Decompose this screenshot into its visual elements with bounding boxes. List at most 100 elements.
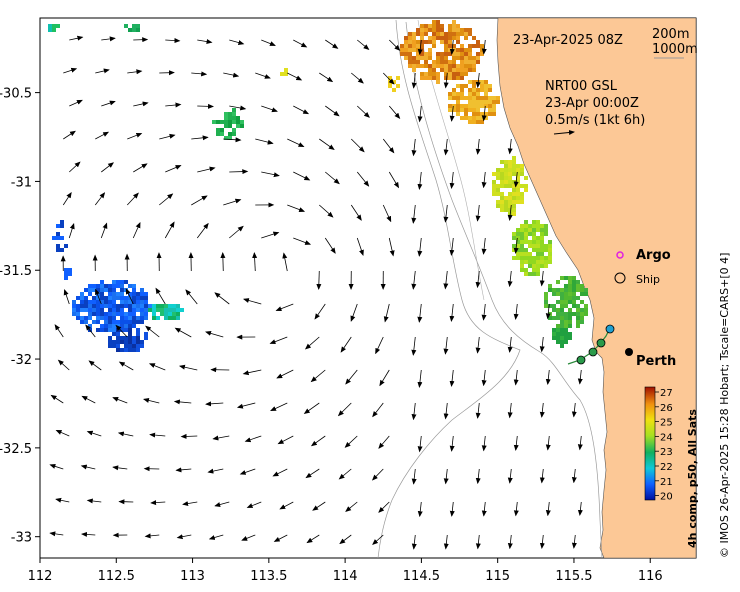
sst-cell <box>408 32 412 36</box>
sst-cell <box>456 108 460 112</box>
current-arrow <box>443 336 449 355</box>
current-arrow <box>475 138 481 155</box>
sst-cell <box>420 56 424 60</box>
sst-cell <box>120 288 124 292</box>
current-arrow <box>165 165 182 173</box>
sst-cell <box>492 96 496 100</box>
sst-cell <box>452 68 456 72</box>
sst-cell <box>564 320 568 324</box>
sst-cell <box>424 28 428 32</box>
current-arrow <box>95 288 102 305</box>
sst-cell <box>452 20 456 24</box>
sst-cell <box>104 296 108 300</box>
sst-cell <box>120 340 124 344</box>
current-arrow <box>133 37 149 43</box>
sst-cell <box>452 36 456 40</box>
sst-cell <box>472 112 476 116</box>
sst-cell <box>412 36 416 40</box>
current-arrow <box>178 364 198 371</box>
current-arrow <box>378 435 390 449</box>
sst-cell <box>496 204 500 208</box>
sst-cell <box>112 344 116 348</box>
sst-cell <box>444 48 448 52</box>
sst-cell <box>176 312 180 316</box>
current-arrow <box>417 237 423 257</box>
sst-cell <box>544 224 548 228</box>
sst-cell <box>564 332 568 336</box>
sst-cell <box>232 120 236 124</box>
sst-cell <box>548 316 552 320</box>
sst-cell <box>420 36 424 40</box>
current-arrow <box>475 270 481 289</box>
current-arrow <box>545 435 551 451</box>
current-arrow <box>197 166 216 173</box>
current-arrow <box>81 395 96 404</box>
sst-cell <box>480 120 484 124</box>
sst-cell <box>580 320 584 324</box>
sst-cell <box>128 284 132 288</box>
sst-cell <box>540 224 544 228</box>
current-arrow <box>356 237 364 256</box>
current-arrow <box>220 252 226 272</box>
sst-cell <box>540 256 544 260</box>
sst-cell <box>544 300 548 304</box>
sst-cell <box>524 188 528 192</box>
current-arrow <box>125 288 134 305</box>
sst-cell <box>556 340 560 344</box>
sst-cell <box>176 308 180 312</box>
sst-cell <box>460 68 464 72</box>
sst-cell <box>156 304 160 308</box>
sst-cell <box>472 60 476 64</box>
y-tick-label: -33 <box>11 531 32 546</box>
sst-cell <box>524 220 528 224</box>
contour-label-200m: 200m <box>652 27 689 42</box>
sst-cell <box>584 288 588 292</box>
sst-cell <box>476 88 480 92</box>
sst-cell <box>468 44 472 48</box>
sst-cell <box>124 340 128 344</box>
product-label-line1: NRT00 GSL <box>545 79 618 94</box>
sst-cell <box>84 296 88 300</box>
sst-cell <box>112 288 116 292</box>
sst-cell <box>440 60 444 64</box>
sst-cell <box>132 324 136 328</box>
sst-cell <box>132 316 136 320</box>
sst-cell <box>468 92 472 96</box>
sst-cell <box>112 300 116 304</box>
sst-cell <box>412 64 416 68</box>
current-arrow <box>88 360 102 371</box>
sst-cell <box>504 184 508 188</box>
sst-cell <box>536 240 540 244</box>
sst-cell <box>416 56 420 60</box>
sst-cell <box>136 348 140 352</box>
sst-cell <box>424 72 428 76</box>
sst-cell <box>584 312 588 316</box>
current-arrow <box>175 467 192 473</box>
sst-cell <box>416 60 420 64</box>
sst-cell <box>548 260 552 264</box>
current-arrow <box>411 204 417 224</box>
current-arrow <box>443 138 449 156</box>
sst-cell <box>468 48 472 52</box>
sst-cell <box>228 112 232 116</box>
current-arrow <box>417 435 423 453</box>
sst-cell <box>568 332 572 336</box>
x-tick-label: 114.5 <box>403 569 440 584</box>
sst-cell <box>464 84 468 88</box>
sst-cell <box>524 184 528 188</box>
current-arrow <box>191 195 208 206</box>
side-caption: © IMOS 26-Apr-2025 15:28 Hobart; Tscale=… <box>718 253 731 558</box>
sst-cell <box>404 40 408 44</box>
x-axis-ticks: 112 112.5 113 113.5 114 114.5 115 115.5 116 <box>28 558 663 584</box>
current-arrow <box>100 222 108 239</box>
sst-cell <box>64 276 68 280</box>
sst-cell <box>416 40 420 44</box>
sst-cell <box>228 136 232 140</box>
sst-cell <box>480 48 484 52</box>
sst-cell <box>532 224 536 228</box>
x-tick-label: 115 <box>485 569 510 584</box>
sst-cell <box>528 244 532 248</box>
sst-cell <box>76 308 80 312</box>
sst-cell <box>408 56 412 60</box>
sst-cell <box>108 316 112 320</box>
